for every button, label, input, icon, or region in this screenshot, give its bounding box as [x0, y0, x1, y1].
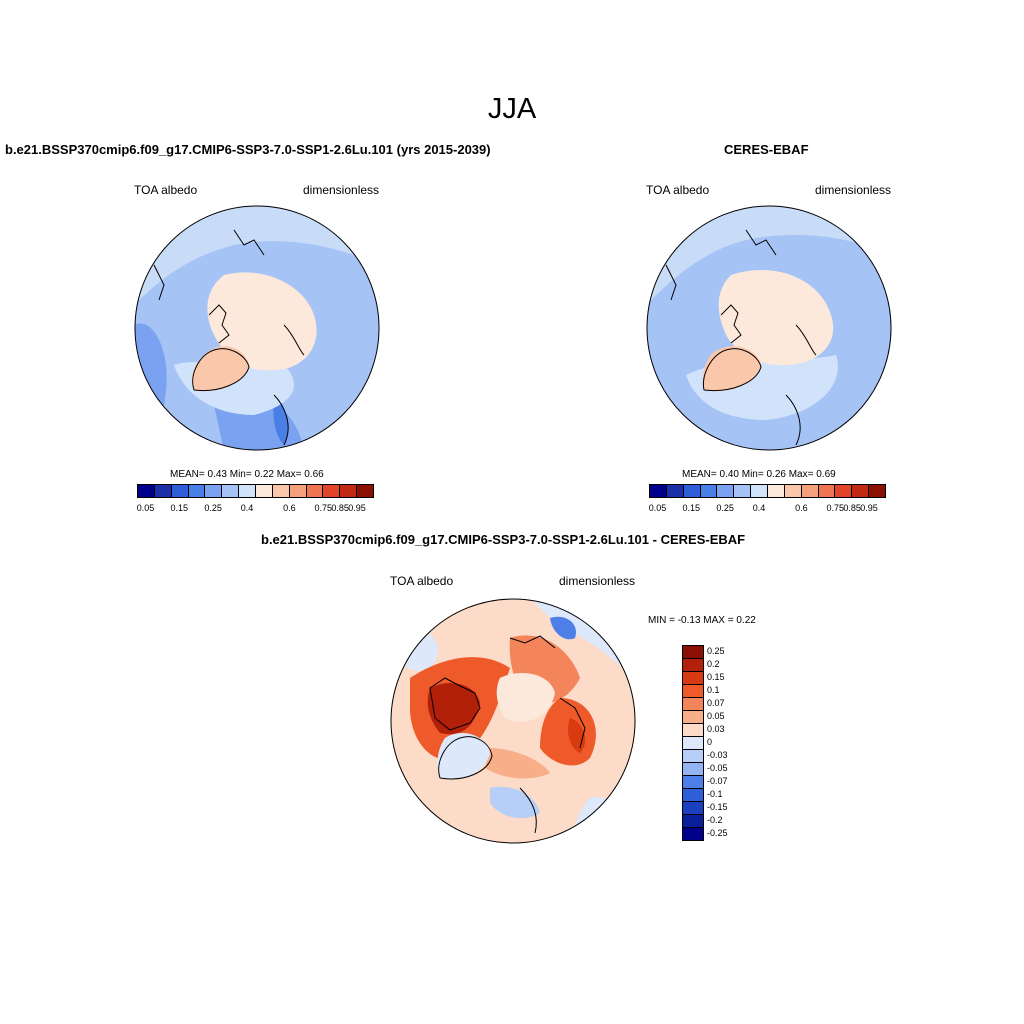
- model-colorbar-swatch: [339, 485, 357, 497]
- diff-colorbar-tick-label: -0.25: [707, 828, 728, 839]
- obs-colorbar-swatch: [868, 485, 886, 497]
- diff-colorbar-tick-label: -0.1: [707, 789, 723, 800]
- diff-colorbar-swatch: [683, 814, 703, 827]
- diff-colorbar-swatch: [683, 684, 703, 697]
- diff-colorbar-swatch: [683, 801, 703, 814]
- model-colorbar-swatch: [187, 485, 205, 497]
- obs-colorbar-swatch: [817, 485, 835, 497]
- obs-colorbar-swatch: [800, 485, 818, 497]
- diff-colorbar-swatch: [683, 762, 703, 775]
- diff-colorbar-tick-label: -0.03: [707, 750, 728, 761]
- obs-colorbar-swatch: [682, 485, 700, 497]
- model-colorbar-swatch: [170, 485, 188, 497]
- obs-colorbar-tick-label: 0.6: [795, 503, 808, 513]
- obs-colorbar-tick-label: 0.15: [682, 503, 701, 513]
- obs-stats: MEAN= 0.40 Min= 0.26 Max= 0.69: [682, 469, 836, 480]
- obs-colorbar-swatch: [851, 485, 869, 497]
- model-panel-title: b.e21.BSSP370cmip6.f09_g17.CMIP6-SSP3-7.…: [5, 142, 491, 157]
- diff-variable-label: TOA albedo: [390, 574, 454, 588]
- diff-colorbar-swatch: [683, 788, 703, 801]
- diff-colorbar-swatch: [683, 671, 703, 684]
- diff-colorbar-swatch: [683, 646, 703, 658]
- obs-colorbar-tick-label: 0.95: [860, 503, 878, 513]
- diff-colorbar-tick-label: 0.1: [707, 684, 720, 695]
- diff-colorbar-tick-label: 0: [707, 737, 713, 747]
- model-units-label: dimensionless: [303, 183, 380, 197]
- figure-title: JJA: [487, 93, 537, 125]
- model-colorbar-swatch: [288, 485, 306, 497]
- obs-colorbar-tick-label: 0.4: [752, 503, 766, 513]
- model-colorbar-tick-label: 0.4: [240, 503, 254, 513]
- obs-colorbar-swatch: [650, 485, 666, 497]
- model-colorbar-swatch: [271, 485, 289, 497]
- obs-colorbar-swatch: [665, 485, 683, 497]
- diff-colorbar-tick-label: 0.05: [707, 710, 725, 721]
- obs-colorbar-swatch: [699, 485, 717, 497]
- diff-colorbar-swatch: [683, 775, 703, 788]
- model-colorbar: [137, 484, 374, 498]
- diff-colorbar: [682, 645, 704, 841]
- model-colorbar-tick-label: 0.6: [283, 503, 296, 513]
- obs-colorbar-swatch: [716, 485, 734, 497]
- diff-colorbar-swatch: [683, 723, 703, 736]
- obs-panel-title: CERES-EBAF: [724, 142, 809, 157]
- model-colorbar-swatch: [322, 485, 340, 497]
- model-colorbar-swatch: [153, 485, 171, 497]
- diff-colorbar-tick-label: -0.07: [707, 776, 728, 787]
- model-colorbar-tick-label: 0.25: [204, 503, 222, 513]
- model-colorbar-tick-label: 0.05: [136, 503, 155, 513]
- diff-colorbar-tick-label: -0.2: [707, 815, 723, 826]
- model-colorbar-swatch: [204, 485, 222, 497]
- model-colorbar-swatch: [238, 485, 256, 497]
- model-colorbar-swatch: [138, 485, 154, 497]
- obs-colorbar-tick-label: 0.05: [648, 503, 667, 513]
- obs-variable-label: TOA albedo: [646, 183, 710, 197]
- diff-colorbar-tick-label: -0.05: [707, 763, 728, 774]
- model-colorbar-swatch: [305, 485, 323, 497]
- model-colorbar-tick-label: 0.75: [314, 503, 332, 513]
- diff-stats: MIN = -0.13 MAX = 0.22: [648, 615, 756, 626]
- model-colorbar-swatch: [255, 485, 272, 497]
- obs-colorbar-swatch: [834, 485, 852, 497]
- diff-polar-map: [390, 598, 636, 844]
- diff-colorbar-ticks: 0.25 0.2 0.15 0.1 0.07 0.05 0.03 0 -0.03 -0.05 -0.…: [707, 645, 747, 841]
- diff-colorbar-tick-label: -0.15: [707, 802, 728, 813]
- obs-colorbar-swatch: [783, 485, 801, 497]
- model-polar-map: [134, 205, 380, 451]
- diff-colorbar-tick-label: 0.07: [707, 697, 725, 708]
- obs-colorbar-swatch: [767, 485, 784, 497]
- model-colorbar-swatch: [221, 485, 239, 497]
- model-colorbar-tick-label: 0.85: [331, 503, 349, 513]
- obs-polar-map: [646, 205, 892, 451]
- diff-colorbar-swatch: [683, 697, 703, 710]
- diff-panel-title: b.e21.BSSP370cmip6.f09_g17.CMIP6-SSP3-7.…: [261, 532, 746, 547]
- model-colorbar-tick-label: 0.15: [170, 503, 189, 513]
- obs-colorbar: [649, 484, 886, 498]
- model-variable-label: TOA albedo: [134, 183, 198, 197]
- diff-colorbar-tick-label: 0.25: [707, 645, 725, 656]
- diff-colorbar-swatch: [683, 658, 703, 671]
- diff-colorbar-swatch: [683, 710, 703, 723]
- diff-colorbar-swatch: [683, 736, 703, 749]
- diff-units-label: dimensionless: [559, 574, 636, 588]
- obs-units-label: dimensionless: [815, 183, 892, 197]
- obs-colorbar-tick-label: 0.25: [716, 503, 734, 513]
- obs-colorbar-tick-label: 0.85: [843, 503, 861, 513]
- diff-colorbar-tick-label: 0.03: [707, 723, 725, 734]
- obs-colorbar-swatch: [733, 485, 751, 497]
- diff-colorbar-tick-label: 0.2: [707, 658, 720, 669]
- diff-colorbar-swatch: [683, 827, 703, 840]
- diff-colorbar-swatch: [683, 749, 703, 762]
- obs-colorbar-tick-label: 0.75: [826, 503, 844, 513]
- model-colorbar-tick-label: 0.95: [348, 503, 366, 513]
- model-colorbar-swatch: [356, 485, 374, 497]
- obs-colorbar-swatch: [750, 485, 768, 497]
- model-stats: MEAN= 0.43 Min= 0.22 Max= 0.66: [170, 469, 324, 480]
- diff-colorbar-tick-label: 0.15: [707, 671, 725, 682]
